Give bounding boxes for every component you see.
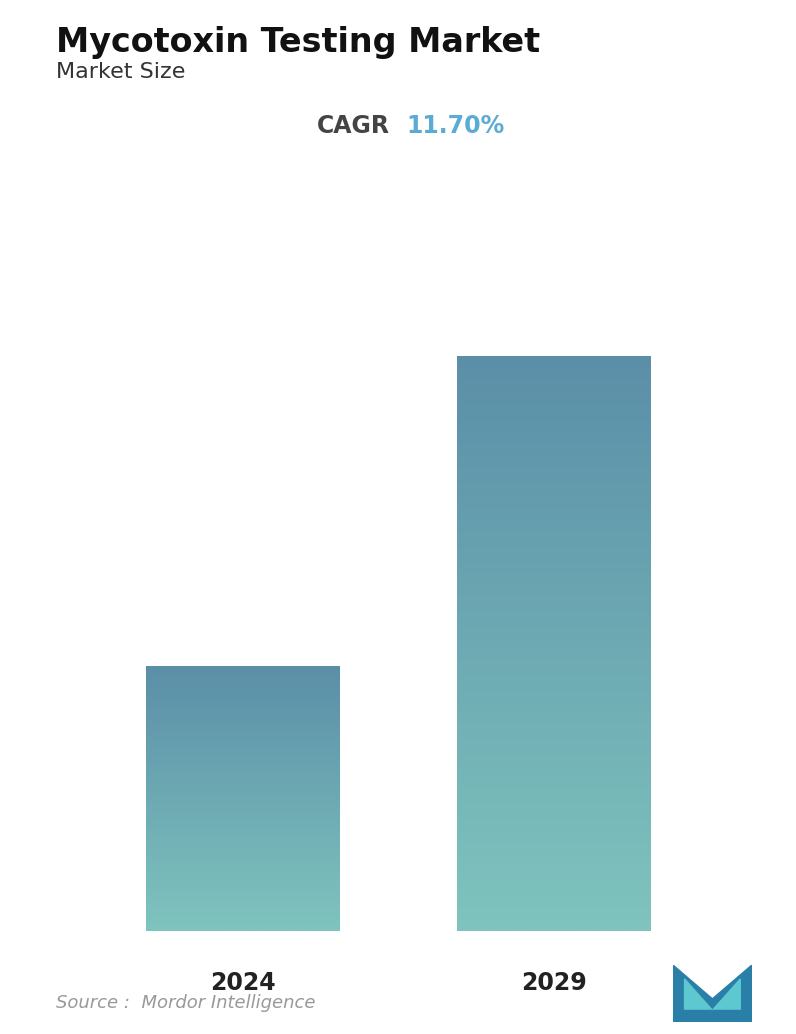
Polygon shape bbox=[673, 965, 752, 1022]
Polygon shape bbox=[685, 979, 740, 1022]
Text: CAGR: CAGR bbox=[317, 114, 390, 139]
Polygon shape bbox=[673, 1010, 752, 1022]
Text: 11.70%: 11.70% bbox=[406, 114, 504, 139]
Text: Market Size: Market Size bbox=[56, 62, 185, 82]
Text: 2029: 2029 bbox=[521, 971, 587, 995]
Text: 2024: 2024 bbox=[210, 971, 275, 995]
Text: Mycotoxin Testing Market: Mycotoxin Testing Market bbox=[56, 26, 540, 59]
Text: Source :  Mordor Intelligence: Source : Mordor Intelligence bbox=[56, 994, 315, 1012]
